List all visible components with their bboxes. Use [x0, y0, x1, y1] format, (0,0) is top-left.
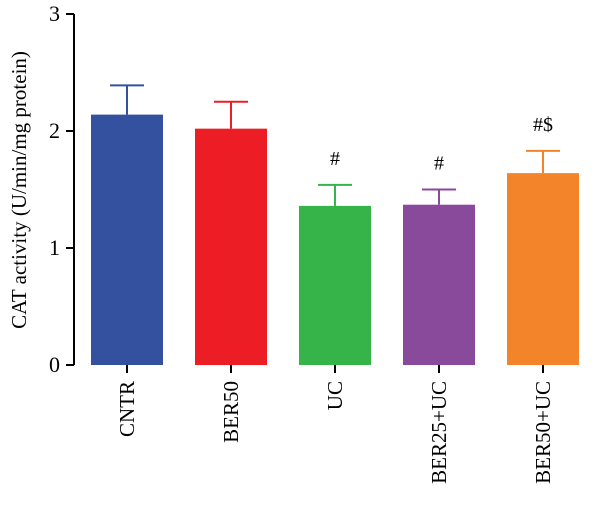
x-category-label: BER50 — [219, 381, 243, 443]
y-tick-label: 1 — [49, 235, 60, 260]
bar — [403, 204, 475, 365]
x-category-label: BER25+UC — [427, 381, 451, 484]
x-category-label: UC — [323, 381, 347, 410]
y-ticks-group: 0 1 2 3 — [49, 1, 74, 377]
bars-group: # # #$ — [91, 84, 579, 366]
bar — [195, 128, 267, 365]
y-tick-label: 0 — [49, 352, 60, 377]
y-tick-label: 3 — [49, 1, 60, 26]
x-labels-group: CNTR BER50 UC BER25+UC BER50+UC — [115, 365, 555, 484]
y-axis-title: CAT activity (U/min/mg protein) — [7, 51, 31, 329]
bar — [91, 114, 163, 366]
significance-label: # — [330, 148, 340, 170]
significance-label: # — [434, 153, 444, 175]
x-category-label: CNTR — [115, 381, 139, 437]
bar — [299, 205, 371, 365]
y-tick-label: 2 — [49, 118, 60, 143]
x-category-label: BER50+UC — [531, 381, 555, 484]
significance-label: #$ — [533, 114, 553, 136]
bar — [507, 173, 579, 365]
